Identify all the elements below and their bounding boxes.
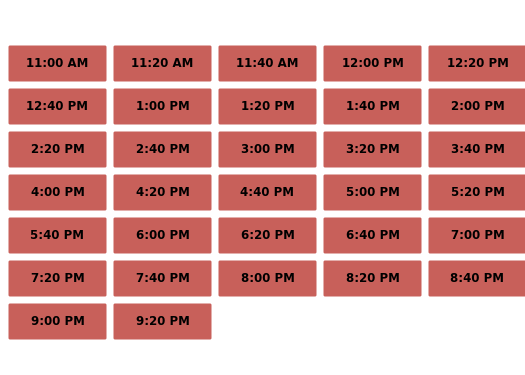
FancyBboxPatch shape <box>323 174 422 210</box>
Text: 7:20 PM: 7:20 PM <box>30 272 85 285</box>
Text: 4:00 PM: 4:00 PM <box>30 186 85 199</box>
Text: 7:40 PM: 7:40 PM <box>135 272 190 285</box>
FancyBboxPatch shape <box>218 88 317 125</box>
FancyBboxPatch shape <box>8 174 107 210</box>
Text: 2:00 PM: 2:00 PM <box>450 100 505 113</box>
FancyBboxPatch shape <box>8 303 107 339</box>
FancyBboxPatch shape <box>8 217 107 254</box>
Text: 2:40 PM: 2:40 PM <box>135 143 190 156</box>
Text: 12:40 PM: 12:40 PM <box>26 100 89 113</box>
Text: 9:20 PM: 9:20 PM <box>135 315 190 328</box>
FancyBboxPatch shape <box>113 261 212 297</box>
FancyBboxPatch shape <box>218 217 317 254</box>
Text: 3:40 PM: 3:40 PM <box>450 143 505 156</box>
Text: 9:00 PM: 9:00 PM <box>30 315 85 328</box>
FancyBboxPatch shape <box>8 261 107 297</box>
FancyBboxPatch shape <box>323 217 422 254</box>
FancyBboxPatch shape <box>218 261 317 297</box>
FancyBboxPatch shape <box>113 174 212 210</box>
FancyBboxPatch shape <box>8 45 107 81</box>
FancyBboxPatch shape <box>113 303 212 339</box>
FancyBboxPatch shape <box>113 132 212 168</box>
FancyBboxPatch shape <box>323 88 422 125</box>
FancyBboxPatch shape <box>218 174 317 210</box>
Text: 4:40 PM: 4:40 PM <box>240 186 295 199</box>
Text: 11:00 AM: 11:00 AM <box>26 57 89 70</box>
FancyBboxPatch shape <box>323 132 422 168</box>
FancyBboxPatch shape <box>428 45 525 81</box>
Text: 12:00 PM: 12:00 PM <box>342 57 403 70</box>
Text: 6:40 PM: 6:40 PM <box>345 229 400 242</box>
Text: 11:20 AM: 11:20 AM <box>131 57 194 70</box>
Text: 5:40 PM: 5:40 PM <box>30 229 85 242</box>
Text: 11:40 AM: 11:40 AM <box>236 57 299 70</box>
Text: 1:20 PM: 1:20 PM <box>240 100 295 113</box>
Text: 4:20 PM: 4:20 PM <box>135 186 190 199</box>
Text: 8:40 PM: 8:40 PM <box>450 272 505 285</box>
FancyBboxPatch shape <box>428 217 525 254</box>
FancyBboxPatch shape <box>323 45 422 81</box>
FancyBboxPatch shape <box>113 88 212 125</box>
Text: 3:00 PM: 3:00 PM <box>240 143 295 156</box>
FancyBboxPatch shape <box>8 88 107 125</box>
FancyBboxPatch shape <box>428 132 525 168</box>
FancyBboxPatch shape <box>8 132 107 168</box>
Text: 6:20 PM: 6:20 PM <box>240 229 295 242</box>
FancyBboxPatch shape <box>428 261 525 297</box>
Text: 6:00 PM: 6:00 PM <box>135 229 190 242</box>
Text: 12:20 PM: 12:20 PM <box>447 57 508 70</box>
Text: 5:20 PM: 5:20 PM <box>450 186 505 199</box>
Text: 7:00 PM: 7:00 PM <box>450 229 505 242</box>
Text: 8:00 PM: 8:00 PM <box>240 272 295 285</box>
Text: 5:00 PM: 5:00 PM <box>345 186 400 199</box>
Text: 1:00 PM: 1:00 PM <box>135 100 190 113</box>
FancyBboxPatch shape <box>113 217 212 254</box>
Text: 1:40 PM: 1:40 PM <box>345 100 400 113</box>
FancyBboxPatch shape <box>113 45 212 81</box>
FancyBboxPatch shape <box>428 174 525 210</box>
FancyBboxPatch shape <box>218 132 317 168</box>
Text: 3:20 PM: 3:20 PM <box>345 143 400 156</box>
FancyBboxPatch shape <box>323 261 422 297</box>
Text: 2:20 PM: 2:20 PM <box>30 143 85 156</box>
FancyBboxPatch shape <box>428 88 525 125</box>
Text: 8:20 PM: 8:20 PM <box>345 272 400 285</box>
FancyBboxPatch shape <box>218 45 317 81</box>
